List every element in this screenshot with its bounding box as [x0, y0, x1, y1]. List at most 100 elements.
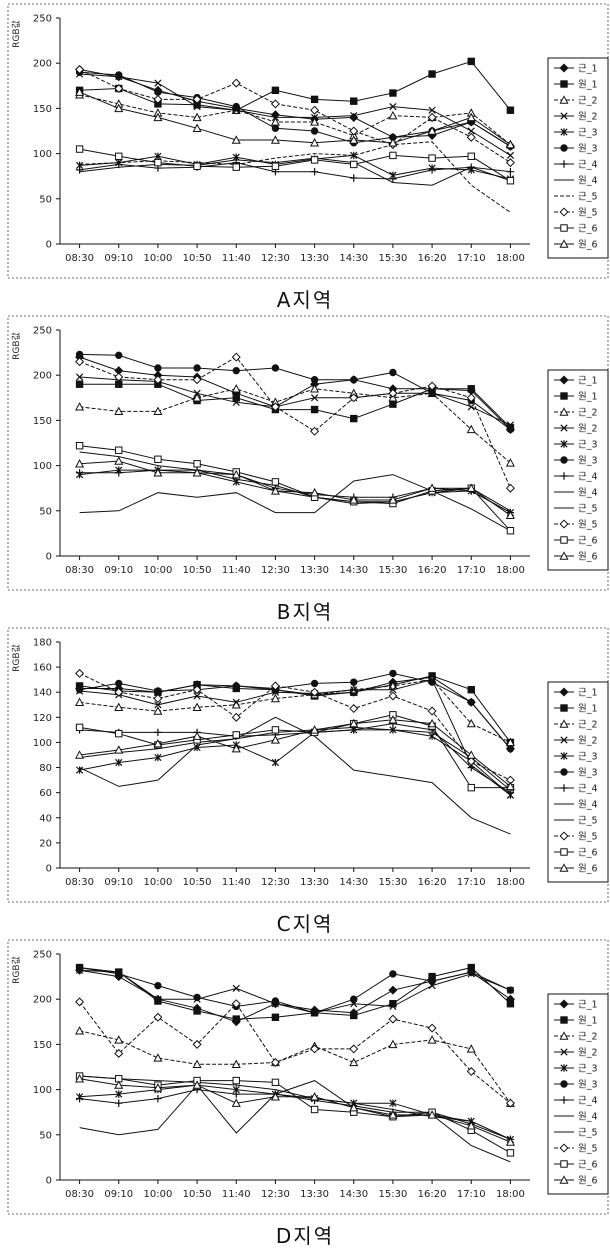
data-point	[270, 1057, 280, 1067]
data-point	[349, 1057, 359, 1067]
series-line	[79, 967, 511, 1014]
legend-swatch-marker	[560, 112, 568, 120]
series-원_4	[79, 157, 511, 186]
series-원_6	[75, 715, 515, 791]
x-tick-label: 15:30	[379, 1189, 408, 1200]
y-tick-label: 40	[39, 813, 52, 824]
series-line	[79, 460, 511, 516]
data-point	[388, 1110, 398, 1119]
data-point	[467, 385, 475, 393]
y-tick-label: 100	[33, 461, 52, 472]
data-point	[310, 487, 320, 497]
data-point	[114, 372, 124, 382]
y-tick-label: 0	[46, 1176, 52, 1187]
data-point	[115, 469, 123, 477]
data-point	[75, 442, 84, 450]
legend-label: 근_6	[578, 536, 598, 547]
data-point	[270, 486, 280, 495]
data-point	[192, 112, 202, 122]
y-tick-label: 0	[46, 864, 52, 875]
legend-box	[547, 993, 609, 1195]
data-point	[232, 102, 240, 111]
legend-label: 원_5	[578, 832, 598, 843]
legend-label: 원_4	[578, 1112, 598, 1123]
data-point	[231, 1059, 241, 1068]
data-point	[231, 999, 241, 1009]
legend-box	[547, 681, 609, 883]
data-point	[389, 175, 397, 183]
series-line	[79, 154, 511, 180]
series-근_5	[79, 141, 511, 213]
legend: 근_1 원_1 근_2 원_2 근_3 원_3 근_4 원_4 근_5 원_5 근_6 원_6	[547, 369, 609, 571]
chart-panel-b: RGB값 0 50 100 150 200 250 08:30 09:10 10:00 10:50 1…	[0, 312, 610, 624]
series-원_2	[75, 373, 515, 429]
series-line	[79, 353, 511, 430]
x-tick-label: 10:50	[183, 877, 212, 888]
data-point	[193, 993, 201, 1002]
legend-label: 근_2	[578, 720, 598, 731]
data-point	[388, 985, 398, 995]
y-tick-label: 0	[46, 552, 52, 563]
x-tick-label: 09:10	[104, 1189, 133, 1200]
data-point	[75, 1073, 85, 1083]
legend-label: 원_2	[578, 424, 598, 435]
data-point	[427, 381, 437, 391]
data-point	[115, 152, 123, 161]
data-point	[154, 687, 162, 695]
data-point	[192, 393, 202, 402]
x-tick-label: 15:30	[379, 565, 408, 576]
data-point	[467, 698, 475, 706]
x-tick-label: 10:00	[144, 877, 173, 888]
data-point	[388, 495, 398, 504]
legend-swatch-marker	[559, 1143, 569, 1153]
legend-swatch-marker	[559, 239, 569, 248]
data-point	[231, 135, 241, 144]
data-point	[154, 981, 162, 990]
x-tick-label: 13:30	[300, 253, 329, 264]
x-tick-label: 10:50	[183, 1189, 212, 1200]
data-point	[75, 686, 84, 694]
data-point	[232, 163, 240, 171]
data-point	[270, 99, 280, 109]
data-point	[349, 704, 359, 714]
x-tick-label: 12:30	[261, 877, 290, 888]
series-원_5	[75, 352, 515, 493]
x-tick-label: 08:30	[65, 877, 94, 888]
legend-swatch-marker	[560, 1064, 568, 1072]
data-point	[115, 1090, 123, 1098]
data-point	[505, 458, 515, 467]
legend-label: 근_6	[578, 224, 598, 235]
data-point	[310, 376, 319, 384]
data-point	[310, 167, 319, 176]
legend-swatch-marker	[560, 1080, 568, 1088]
legend-label: 근_2	[578, 96, 598, 107]
legend-swatch-marker	[559, 407, 569, 416]
data-point	[388, 691, 398, 701]
chart-frame	[7, 315, 609, 591]
data-point	[192, 702, 202, 711]
data-point	[428, 154, 436, 162]
data-point	[428, 70, 436, 78]
line-chart-c: RGB값 0 20 40 60 80 100 120 140 160 180 08:30 09:10 10…	[7, 627, 609, 903]
y-tick-label: 200	[33, 995, 52, 1006]
data-point	[154, 455, 162, 463]
data-point	[466, 483, 476, 492]
y-tick-label: 200	[33, 59, 52, 70]
legend-swatch-marker	[560, 536, 568, 544]
x-tick-label: 11:40	[222, 253, 251, 264]
data-point	[154, 152, 162, 161]
legend-swatch-marker	[560, 456, 568, 464]
series-근_4	[75, 158, 515, 183]
series-line	[79, 157, 511, 186]
data-point	[506, 1000, 515, 1008]
data-point	[232, 1076, 240, 1085]
legend-label: 원_6	[578, 240, 598, 251]
data-point	[506, 106, 515, 114]
data-point	[270, 693, 280, 703]
series-line	[79, 94, 511, 145]
legend-label: 원_5	[578, 208, 598, 219]
data-point	[389, 368, 397, 377]
data-point	[388, 388, 398, 398]
legend: 근_1 원_1 근_2 원_2 근_3 원_3 근_4 원_4 근_5 원_5 근_6 원_6	[547, 57, 609, 259]
data-point	[75, 357, 85, 367]
